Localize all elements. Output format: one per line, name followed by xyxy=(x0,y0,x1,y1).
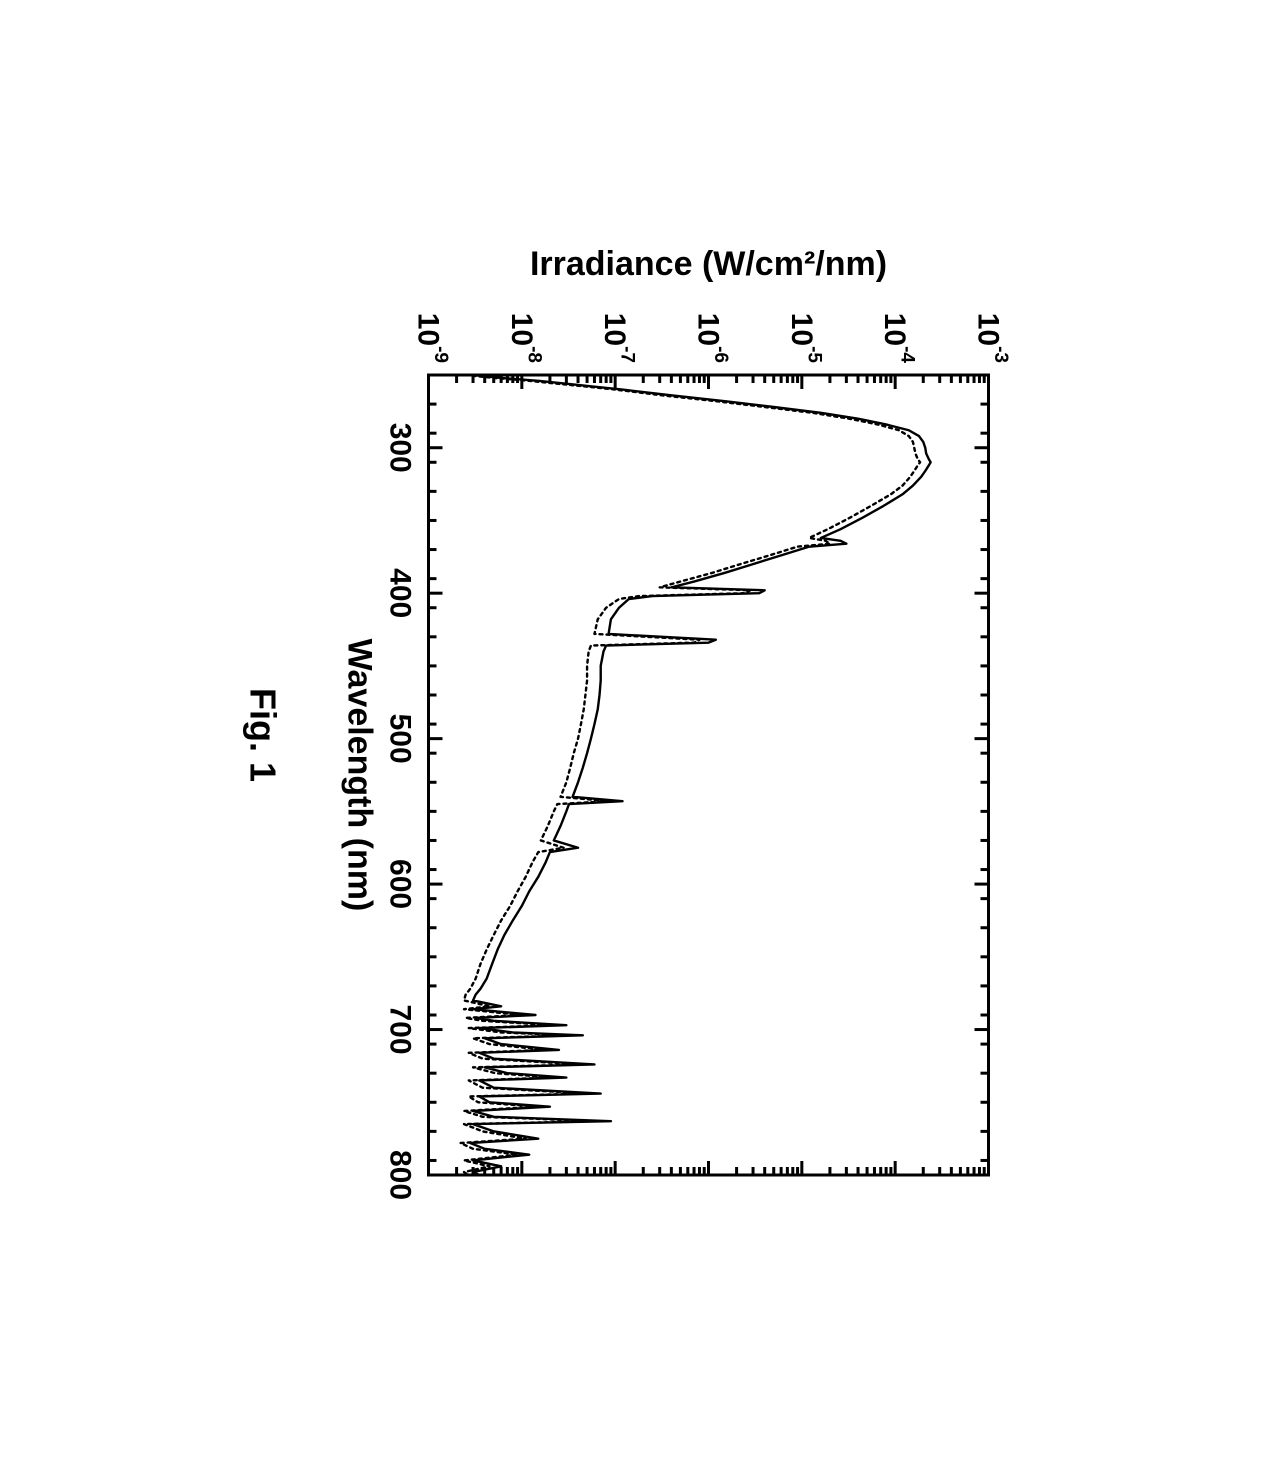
svg-text:500: 500 xyxy=(383,714,416,764)
series-dotted xyxy=(460,375,920,1175)
rotated-figure-container: 300 400 500 600 700 800 10-9 10-8 10-7 10-6 10-5 10… xyxy=(241,235,1028,1235)
page: 300 400 500 600 700 800 10-9 10-8 10-7 10-6 10-5 10… xyxy=(0,0,1269,1470)
svg-text:10-5: 10-5 xyxy=(784,313,824,364)
svg-text:400: 400 xyxy=(383,568,416,618)
svg-text:10-7: 10-7 xyxy=(598,313,638,363)
svg-text:10-8: 10-8 xyxy=(504,313,544,363)
irradiance-spectrum-chart: 300 400 500 600 700 800 10-9 10-8 10-7 10-6 10-5 10… xyxy=(308,235,1028,1235)
svg-text:Wavelength (nm): Wavelength (nm) xyxy=(340,639,378,912)
svg-text:600: 600 xyxy=(383,859,416,909)
svg-text:Irradiance (W/cm²/nm): Irradiance (W/cm²/nm) xyxy=(529,245,886,283)
svg-text:10-6: 10-6 xyxy=(691,313,731,363)
series-solid xyxy=(470,375,930,1175)
svg-text:700: 700 xyxy=(383,1005,416,1055)
svg-text:800: 800 xyxy=(383,1150,416,1200)
svg-text:10-3: 10-3 xyxy=(971,313,1011,363)
svg-text:300: 300 xyxy=(383,423,416,473)
svg-text:10-9: 10-9 xyxy=(411,313,451,363)
svg-text:10-4: 10-4 xyxy=(878,313,918,364)
figure-caption: Fig. 1 xyxy=(241,235,283,1235)
